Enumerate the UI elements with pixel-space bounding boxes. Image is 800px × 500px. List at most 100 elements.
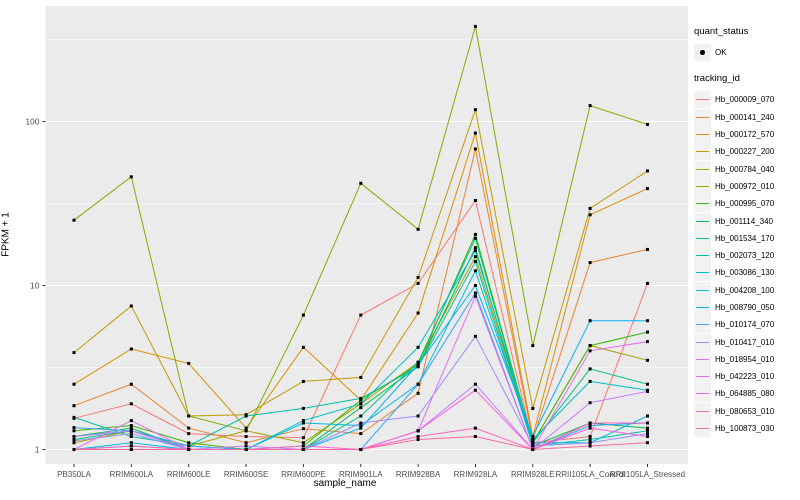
data-point (129, 432, 133, 436)
data-point (588, 424, 592, 427)
legend-entry-label: Hb_004208_100 (715, 285, 775, 295)
legend-key-box (694, 247, 711, 265)
legend-entry-label: Hb_064885_080 (715, 389, 775, 399)
data-point (473, 435, 477, 438)
x-tick-label: RRII105LA_Control (555, 470, 625, 479)
x-tick-label: RRIM928LA (454, 470, 498, 479)
data-point (588, 367, 592, 371)
data-point (359, 432, 363, 436)
data-point (359, 406, 363, 410)
data-point (588, 441, 592, 445)
data-point (531, 435, 535, 438)
legend-entry-label: Hb_100873_030 (715, 424, 775, 434)
data-point (473, 255, 477, 259)
data-point (588, 344, 592, 348)
data-point (359, 414, 363, 418)
legend-entry-Hb_004208_100: Hb_004208_100 (694, 281, 800, 299)
data-point (588, 213, 592, 217)
data-point (301, 345, 305, 349)
data-point (301, 448, 305, 451)
data-point (588, 435, 592, 438)
legend-key-box (694, 195, 711, 213)
legend-entry-label: Hb_000972_010 (715, 181, 775, 191)
legend-entry-label: Hb_000995_070 (715, 199, 775, 209)
series-color-line-icon (696, 272, 709, 274)
data-point (473, 284, 477, 287)
legend-entry-Hb_001114_340: Hb_001114_340 (694, 212, 800, 230)
data-point (416, 360, 420, 364)
series-color-line-icon (696, 255, 709, 257)
data-point (531, 438, 535, 441)
legend-entry-label: Hb_002073_120 (715, 251, 775, 261)
x-tick-label: RRIM928BA (396, 470, 441, 479)
legend-key-box (694, 126, 711, 144)
data-point (244, 444, 248, 448)
data-point (531, 406, 535, 410)
legend-entry-Hb_000227_200: Hb_000227_200 (694, 143, 800, 161)
data-point (416, 311, 420, 315)
data-point (473, 147, 477, 151)
series-color-line-icon (696, 185, 709, 187)
data-point (588, 438, 592, 441)
legend-quant-title: quant_status (694, 26, 749, 37)
data-point (531, 344, 535, 348)
data-point (646, 281, 649, 285)
x-tick-label: RRIM600LA (110, 470, 154, 479)
legend-key-box (694, 316, 711, 334)
data-point (359, 424, 363, 427)
series-color-line-icon (696, 203, 709, 205)
series-color-line-icon (696, 220, 709, 222)
data-point (646, 358, 649, 362)
legend-key-box (694, 91, 711, 109)
x-tick-label: RRII105LA_Stressed (610, 470, 685, 479)
data-point (359, 398, 363, 402)
legend-entry-Hb_002073_120: Hb_002073_120 (694, 247, 800, 265)
data-point (416, 438, 420, 441)
legend-key-box (694, 108, 711, 126)
legend-entry-label: OK (715, 48, 727, 58)
y-axis-title: FPKM + 1 (0, 212, 12, 257)
data-point (646, 319, 649, 323)
legend-entry-label: Hb_010417_010 (715, 337, 775, 347)
data-point (646, 421, 649, 425)
data-point (588, 401, 592, 405)
series-color-line-icon (696, 151, 709, 153)
data-point (72, 415, 76, 419)
data-point (416, 275, 420, 279)
legend-entry-Hb_010417_010: Hb_010417_010 (694, 333, 800, 351)
data-point (473, 249, 477, 253)
data-point (301, 441, 305, 445)
data-point (187, 448, 191, 451)
data-point (72, 218, 76, 222)
legend-key-box (694, 385, 711, 403)
series-color-line-icon (696, 393, 709, 395)
x-axis-title: sample_name (313, 478, 377, 489)
data-point (531, 448, 535, 451)
x-tick-label: RRIM600SE (224, 470, 268, 479)
data-point (416, 281, 420, 285)
data-point (301, 436, 305, 440)
data-point (646, 382, 649, 386)
legend-entry-label: Hb_010174_070 (715, 320, 775, 330)
data-point (416, 365, 420, 369)
data-point (187, 361, 191, 365)
data-point (473, 260, 477, 263)
legend-key-box (694, 212, 711, 230)
data-point (416, 345, 420, 349)
legend-entry-Hb_018954_010: Hb_018954_010 (694, 350, 800, 368)
data-point (473, 269, 477, 273)
legend-key-box (694, 402, 711, 420)
legend-key-box (694, 177, 711, 195)
data-point (244, 426, 248, 430)
series-color-line-icon (696, 237, 709, 239)
data-point (359, 426, 363, 430)
series-color-line-icon (696, 99, 709, 101)
legend-entry-Hb_000784_040: Hb_000784_040 (694, 160, 800, 178)
legend-key-box (694, 281, 711, 299)
legend-entry-Hb_003086_130: Hb_003086_130 (694, 264, 800, 282)
data-point (129, 441, 133, 445)
data-point (129, 402, 133, 406)
data-point (72, 404, 76, 408)
data-point (359, 313, 363, 317)
data-point (646, 389, 649, 393)
